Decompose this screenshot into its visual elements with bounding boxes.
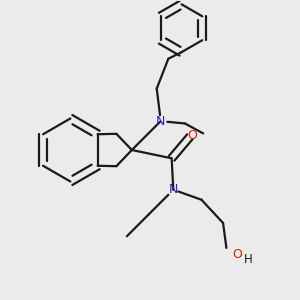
Text: H: H <box>244 253 253 266</box>
Text: N: N <box>155 115 165 128</box>
Text: O: O <box>188 129 197 142</box>
Text: O: O <box>232 248 242 261</box>
Text: N: N <box>169 183 178 196</box>
